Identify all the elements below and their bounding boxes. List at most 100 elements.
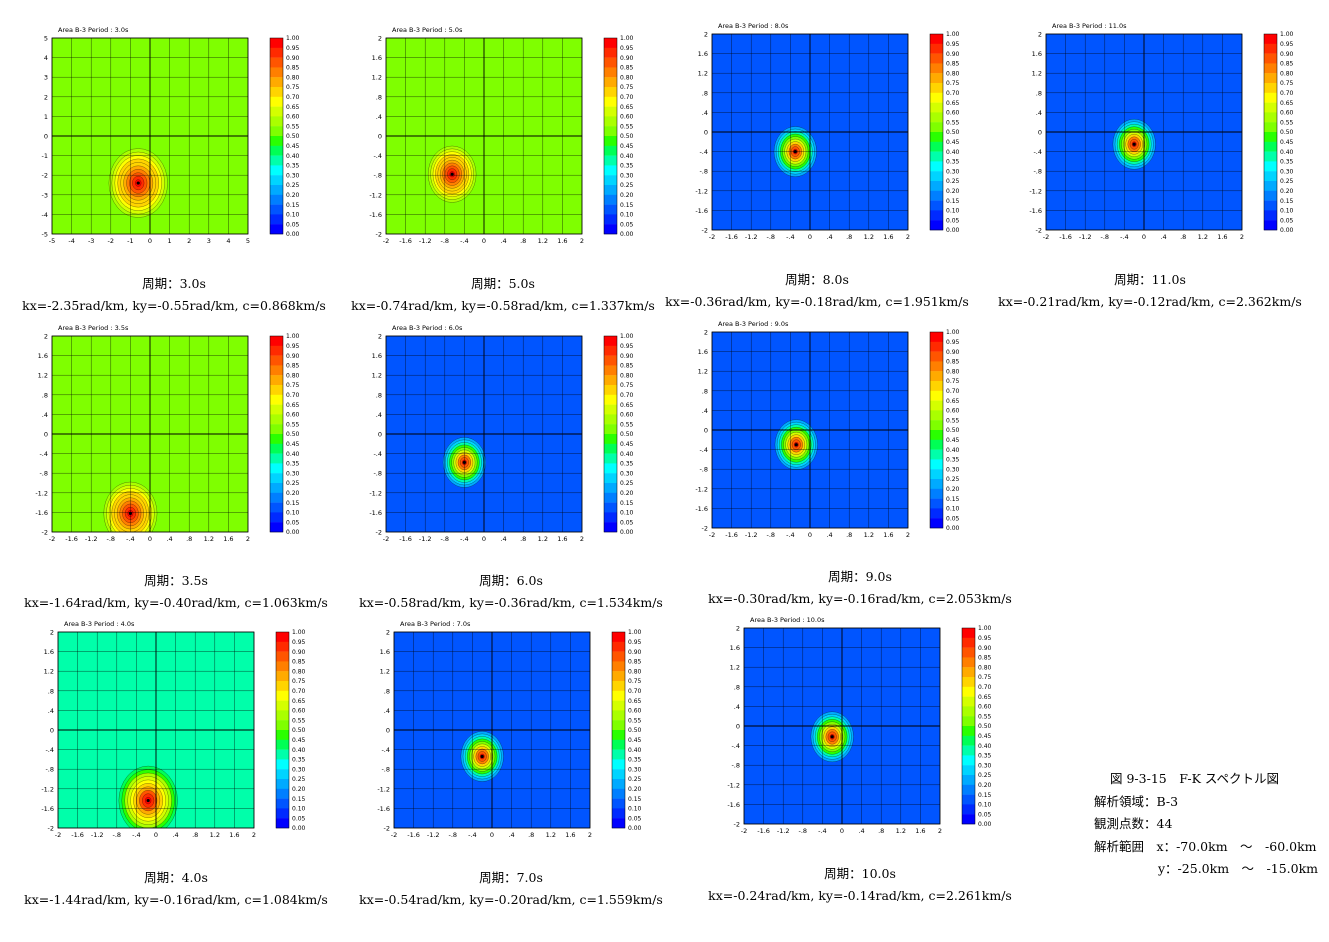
x-tick-label: -1.2 xyxy=(419,535,432,543)
colorbar-swatch xyxy=(962,804,975,815)
x-tick-label: -.4 xyxy=(468,831,477,839)
colorbar-label: 0.20 xyxy=(946,188,960,195)
colorbar-swatch xyxy=(930,430,943,440)
x-tick-label: -1.2 xyxy=(777,827,790,835)
colorbar-swatch xyxy=(612,788,625,799)
peak-marker xyxy=(462,460,466,465)
y-tick-label: 3 xyxy=(44,74,48,82)
fk-plot-3-5s: Area B-3 Period : 3.5s -2-2 -1.6 -1.6 -1.2 -1… xyxy=(35,324,300,543)
y-tick-label: .4 xyxy=(702,407,708,415)
colorbar-swatch xyxy=(1264,102,1277,113)
colorbar-swatch xyxy=(930,371,943,382)
colorbar-swatch xyxy=(270,106,283,117)
spectrum-contours xyxy=(118,765,178,828)
x-tick-label: -2 xyxy=(709,233,715,241)
colorbar-swatch xyxy=(604,224,617,235)
plot-frame xyxy=(393,631,591,829)
colorbar-frame xyxy=(269,335,284,533)
colorbar-swatch xyxy=(276,769,289,780)
x-tick-label: -1.2 xyxy=(1079,233,1092,241)
x-tick-label: 1.2 xyxy=(210,831,220,839)
y-tick-label: -1.6 xyxy=(35,509,48,517)
colorbar-swatch xyxy=(604,204,617,215)
colorbar-label: 0.15 xyxy=(978,792,992,799)
y-tick-label: -3 xyxy=(42,191,48,199)
colorbar-frame xyxy=(1263,33,1278,231)
colorbar-swatch xyxy=(930,53,943,64)
colorbar-label: 0.85 xyxy=(286,65,300,72)
colorbar-swatch xyxy=(604,453,617,464)
colorbar-swatch xyxy=(604,375,617,386)
colorbar-swatch xyxy=(612,700,625,711)
colorbar-label: 0.90 xyxy=(946,51,960,58)
x-tick-label: -2 xyxy=(1043,233,1049,241)
colorbar-swatch xyxy=(612,798,625,809)
peak-marker xyxy=(128,511,132,515)
y-tick-label: -2 xyxy=(42,529,48,537)
y-tick-label: -2 xyxy=(48,825,54,833)
y-tick-label: -1.6 xyxy=(695,207,708,215)
y-tick-label: -1.2 xyxy=(41,785,54,793)
caption-4-0s: 周期：4.0s kx=-1.44rad/km, ky=-0.16rad/km, … xyxy=(0,870,376,908)
panel-title: Area B-3 Period : 3.5s xyxy=(58,324,129,332)
colorbar-swatch xyxy=(604,522,617,533)
colorbar-swatch xyxy=(930,151,943,162)
colorbar-swatch xyxy=(604,126,617,137)
colorbar-label: 0.80 xyxy=(286,372,300,379)
colorbar-label: 0.50 xyxy=(286,133,300,140)
fk-panel-8-0s: Area B-3 Period : 8.0s -2 -2 -1.6 -1.6 -1.2 -1… xyxy=(686,16,1006,246)
colorbar-label: 0.80 xyxy=(292,668,306,675)
colorbar-label: 0.65 xyxy=(628,698,642,705)
x-tick-label: .8 xyxy=(878,827,884,835)
station-count: 観測点数：44 xyxy=(1094,816,1173,831)
colorbar-label: 0.45 xyxy=(292,737,306,744)
colorbar-swatch xyxy=(1264,122,1277,133)
colorbar-label: 0.25 xyxy=(620,480,634,487)
colorbar-label: 0.85 xyxy=(946,359,960,366)
colorbar-swatch xyxy=(930,400,943,411)
y-tick-label: 1.6 xyxy=(730,644,740,652)
y-tick-label: -.8 xyxy=(39,470,48,478)
plot-frame xyxy=(711,33,909,231)
colorbar-label: 0.95 xyxy=(628,639,642,646)
colorbar-swatch xyxy=(1264,132,1277,142)
fk-panel-5-0s: Area B-3 Period : 5.0s -2 -2 -1.6 -1.6 -1.2 -1… xyxy=(360,20,680,250)
colorbar-swatch xyxy=(270,365,283,376)
colorbar-label: 0.15 xyxy=(292,796,306,803)
colorbar-swatch xyxy=(962,784,975,795)
colorbar-label: 0.05 xyxy=(978,811,992,818)
plot-frame xyxy=(51,335,249,533)
colorbar-swatch xyxy=(1264,171,1277,182)
colorbar-frame xyxy=(929,33,944,231)
colorbar-swatch xyxy=(276,788,289,799)
y-tick-label: .8 xyxy=(48,687,54,695)
fk-plot-6-0s: Area B-3 Period : 6.0s -2-2 -1.6 -1.6 -1.2 -1… xyxy=(369,324,634,543)
colorbar-frame xyxy=(929,331,944,529)
x-tick-label: .8 xyxy=(528,831,534,839)
colorbar-label: 0.65 xyxy=(620,104,634,111)
colorbar-label: 0.50 xyxy=(978,723,992,730)
colorbar-label: 0.45 xyxy=(1280,139,1294,146)
colorbar-label: 0.50 xyxy=(286,431,300,438)
y-tick-label: .8 xyxy=(702,89,708,97)
colorbar-label: 0.25 xyxy=(286,480,300,487)
colorbar-label: 0.35 xyxy=(620,461,634,468)
colorbar-swatch xyxy=(962,677,975,687)
x-tick-label: 0 xyxy=(808,233,812,241)
colorbar-label: 0.55 xyxy=(620,421,634,428)
y-tick-label: 2 xyxy=(44,93,48,101)
colorbar-swatch xyxy=(962,667,975,678)
colorbar-label: 0.70 xyxy=(286,94,300,101)
colorbar-label: 0.35 xyxy=(1280,159,1294,166)
colorbar-swatch xyxy=(612,632,625,642)
caption-period: 周期：4.0s xyxy=(144,870,208,885)
colorbar-label: 0.20 xyxy=(628,786,642,793)
colorbar-label: 0.75 xyxy=(946,80,960,87)
y-tick-label: -.8 xyxy=(731,762,740,770)
x-tick-label: 1.2 xyxy=(896,827,906,835)
colorbar-label: 0.35 xyxy=(946,159,960,166)
y-tick-label: 2 xyxy=(378,333,382,341)
y-tick-label: 1.2 xyxy=(38,372,48,380)
colorbar-label: 0.85 xyxy=(978,655,992,662)
colorbar-swatch xyxy=(930,141,943,152)
